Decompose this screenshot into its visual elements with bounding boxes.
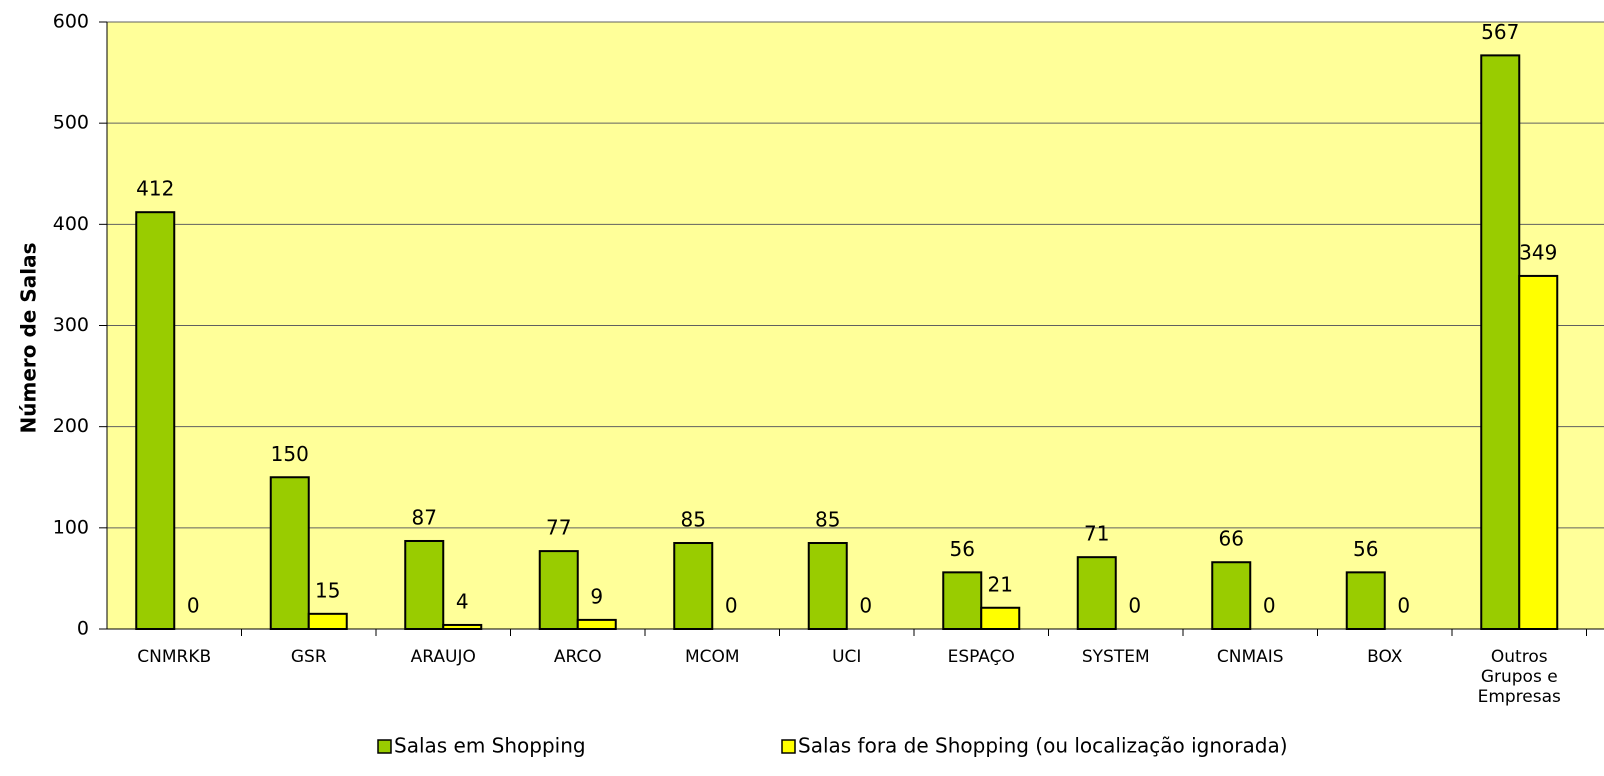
y-tick-label: 0 [77, 618, 89, 640]
x-tick-label: SYSTEM [1082, 647, 1150, 667]
x-tick-label: CNMAIS [1217, 647, 1284, 667]
bar [538, 550, 579, 631]
bar [307, 612, 348, 631]
y-tick-label: 500 [53, 112, 89, 134]
y-axis-title: Número de Salas [17, 243, 41, 434]
bar [673, 542, 714, 631]
x-tick-label: ARCO [554, 647, 602, 667]
y-tick-label: 400 [53, 213, 89, 235]
data-label: 0 [1128, 594, 1141, 618]
x-tick-label: BOX [1367, 647, 1403, 667]
data-label: 150 [271, 442, 309, 466]
data-label: 0 [187, 594, 200, 618]
data-label: 567 [1481, 20, 1519, 44]
data-label: 87 [412, 505, 437, 529]
x-tick-label: CNMRKB [137, 647, 211, 667]
bar [269, 476, 310, 630]
bar [1518, 274, 1559, 630]
y-tick-label: 300 [53, 314, 89, 336]
data-label: 85 [681, 508, 706, 532]
x-tick-label: ARAUJO [411, 647, 476, 667]
data-label: 15 [315, 578, 340, 602]
x-tick-label: GSR [291, 647, 327, 667]
data-label: 0 [1397, 594, 1410, 618]
y-tick-label: 600 [53, 11, 89, 33]
data-label: 85 [815, 508, 840, 532]
bar [576, 618, 617, 631]
bar [135, 211, 176, 630]
legend-swatch [377, 739, 392, 754]
data-label: 0 [725, 594, 738, 618]
data-label: 71 [1084, 522, 1109, 546]
y-tick-label: 200 [53, 415, 89, 437]
data-label: 412 [136, 177, 174, 201]
x-tick-label: Outros Grupos e Empresas [1478, 647, 1561, 707]
legend-label: Salas fora de Shopping (ou localização i… [798, 734, 1288, 758]
x-tick-label: MCOM [685, 647, 740, 667]
x-tick-label: ESPAÇO [948, 647, 1015, 667]
data-label: 0 [859, 594, 872, 618]
x-tick-label: UCI [832, 647, 861, 667]
bar [942, 571, 983, 631]
data-label: 66 [1219, 527, 1244, 551]
legend-label: Salas em Shopping [394, 734, 586, 758]
data-label: 9 [590, 584, 603, 608]
bar [807, 542, 848, 631]
bar [980, 606, 1021, 631]
data-label: 21 [988, 572, 1013, 596]
y-tick-label: 100 [53, 516, 89, 538]
data-label: 77 [546, 516, 571, 540]
data-label: 349 [1519, 240, 1557, 264]
bar [1076, 556, 1117, 631]
bar [1345, 571, 1386, 631]
data-label: 0 [1263, 594, 1276, 618]
bar [404, 539, 445, 630]
data-label: 56 [950, 537, 975, 561]
bar [442, 623, 483, 630]
data-label: 56 [1353, 537, 1378, 561]
legend-swatch [781, 739, 796, 754]
data-label: 4 [456, 589, 469, 613]
bar [1480, 54, 1521, 630]
bar [1211, 561, 1252, 630]
